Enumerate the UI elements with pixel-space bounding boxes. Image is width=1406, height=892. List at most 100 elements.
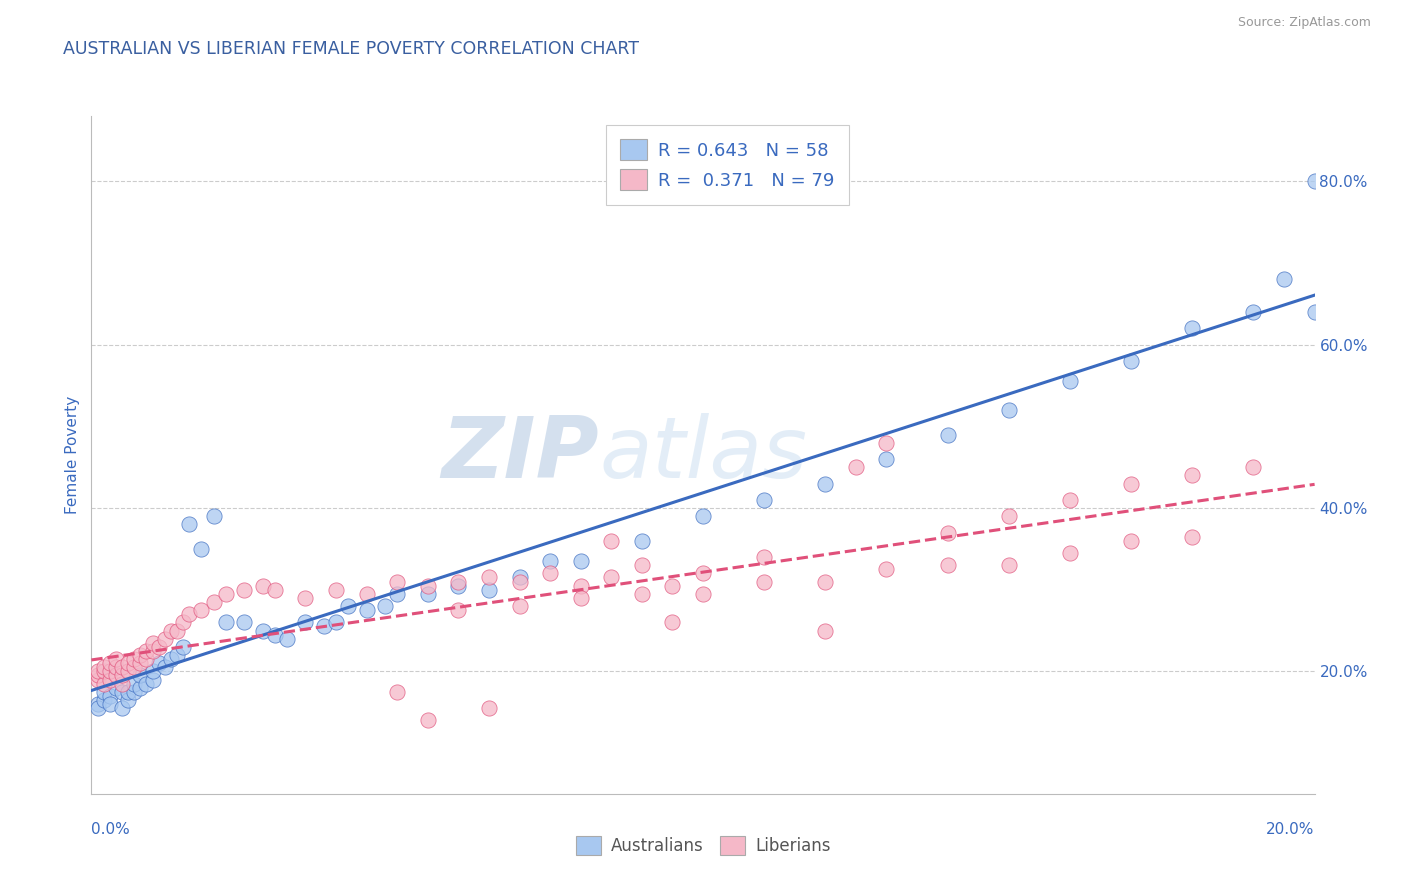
- Point: [117, 685, 139, 699]
- Point: [1121, 354, 1143, 368]
- Point: [374, 599, 396, 613]
- Point: [1303, 305, 1326, 319]
- Point: [135, 644, 157, 658]
- Point: [111, 676, 134, 690]
- Point: [1121, 533, 1143, 548]
- Point: [179, 607, 201, 622]
- Point: [264, 582, 287, 597]
- Point: [875, 452, 898, 467]
- Point: [172, 640, 194, 654]
- Point: [202, 595, 225, 609]
- Point: [538, 554, 561, 568]
- Point: [998, 403, 1021, 417]
- Point: [129, 681, 152, 695]
- Point: [111, 685, 134, 699]
- Point: [86, 701, 108, 715]
- Point: [385, 574, 409, 589]
- Point: [312, 619, 335, 633]
- Point: [233, 615, 256, 630]
- Point: [447, 574, 470, 589]
- Point: [93, 685, 115, 699]
- Point: [98, 665, 121, 679]
- Point: [509, 599, 531, 613]
- Point: [385, 685, 409, 699]
- Point: [936, 525, 959, 540]
- Point: [1181, 530, 1204, 544]
- Point: [172, 615, 194, 630]
- Point: [661, 579, 683, 593]
- Point: [104, 660, 127, 674]
- Point: [122, 685, 145, 699]
- Point: [233, 582, 256, 597]
- Text: 0.0%: 0.0%: [91, 822, 131, 838]
- Point: [104, 652, 127, 666]
- Point: [1243, 460, 1265, 475]
- Point: [337, 599, 360, 613]
- Point: [1243, 305, 1265, 319]
- Point: [814, 624, 837, 638]
- Point: [111, 668, 134, 682]
- Point: [98, 697, 121, 711]
- Point: [936, 558, 959, 573]
- Point: [600, 570, 623, 584]
- Point: [93, 676, 115, 690]
- Point: [129, 668, 152, 682]
- Point: [148, 656, 170, 670]
- Point: [356, 587, 378, 601]
- Point: [661, 615, 683, 630]
- Point: [1272, 272, 1295, 286]
- Point: [86, 668, 108, 682]
- Point: [135, 676, 157, 690]
- Point: [569, 591, 592, 605]
- Point: [141, 665, 163, 679]
- Point: [111, 701, 134, 715]
- Y-axis label: Female Poverty: Female Poverty: [65, 396, 80, 514]
- Point: [294, 591, 316, 605]
- Point: [122, 660, 145, 674]
- Point: [153, 632, 176, 646]
- Point: [160, 652, 183, 666]
- Point: [875, 435, 898, 450]
- Point: [202, 509, 225, 524]
- Text: Source: ZipAtlas.com: Source: ZipAtlas.com: [1237, 16, 1371, 29]
- Point: [416, 587, 439, 601]
- Point: [416, 579, 439, 593]
- Point: [998, 558, 1021, 573]
- Point: [600, 533, 623, 548]
- Point: [264, 627, 287, 641]
- Point: [117, 665, 139, 679]
- Point: [215, 587, 238, 601]
- Point: [692, 509, 714, 524]
- Point: [447, 579, 470, 593]
- Point: [509, 570, 531, 584]
- Point: [117, 693, 139, 707]
- Point: [98, 656, 121, 670]
- Point: [754, 492, 776, 507]
- Point: [129, 656, 152, 670]
- Text: AUSTRALIAN VS LIBERIAN FEMALE POVERTY CORRELATION CHART: AUSTRALIAN VS LIBERIAN FEMALE POVERTY CO…: [63, 40, 640, 58]
- Point: [148, 640, 170, 654]
- Point: [692, 566, 714, 581]
- Point: [141, 644, 163, 658]
- Point: [93, 665, 115, 679]
- Point: [1121, 476, 1143, 491]
- Point: [98, 689, 121, 703]
- Point: [160, 624, 183, 638]
- Point: [153, 660, 176, 674]
- Point: [111, 660, 134, 674]
- Point: [325, 582, 347, 597]
- Point: [1059, 546, 1081, 560]
- Point: [86, 665, 108, 679]
- Point: [1059, 492, 1081, 507]
- Point: [631, 533, 654, 548]
- Point: [129, 648, 152, 662]
- Point: [93, 693, 115, 707]
- Point: [569, 554, 592, 568]
- Point: [141, 673, 163, 687]
- Point: [190, 603, 212, 617]
- Point: [122, 676, 145, 690]
- Point: [814, 476, 837, 491]
- Point: [122, 652, 145, 666]
- Point: [478, 570, 501, 584]
- Point: [692, 587, 714, 601]
